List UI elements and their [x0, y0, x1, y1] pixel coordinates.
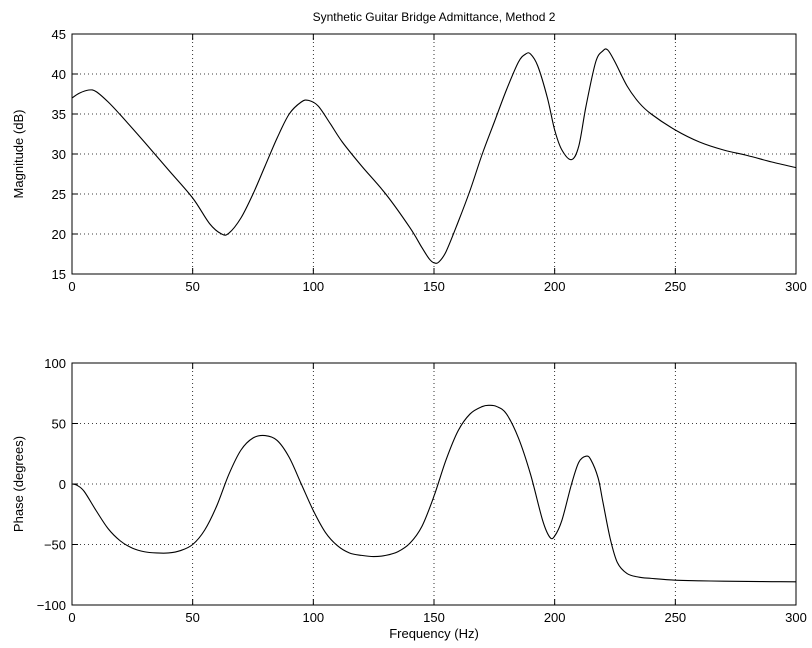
phase-x-tick-label: 200 — [544, 610, 566, 625]
magnitude-x-tick-label: 200 — [544, 279, 566, 294]
magnitude-plot: 0 50 100 150 200 250 300 15 20 25 30 35 40 45 Magnitud… — [11, 27, 807, 294]
magnitude-y-axis-label: Magnitude (dB) — [11, 110, 26, 199]
magnitude-x-tick-label: 150 — [423, 279, 445, 294]
phase-x-tick-label: 100 — [302, 610, 324, 625]
magnitude-y-tick-label: 40 — [52, 67, 66, 82]
phase-x-axis-label: Frequency (Hz) — [389, 626, 479, 641]
phase-y-axis-label: Phase (degrees) — [11, 436, 26, 532]
magnitude-y-tick-label: 30 — [52, 147, 66, 162]
magnitude-x-tick-label: 300 — [785, 279, 807, 294]
phase-plot: 0 50 100 150 200 250 300 −100 −50 0 50 100 Phase (de… — [11, 356, 807, 641]
phase-y-tick-label: 50 — [52, 417, 66, 432]
phase-x-tick-label: 150 — [423, 610, 445, 625]
phase-x-tick-label: 300 — [785, 610, 807, 625]
phase-y-tick-label: −100 — [37, 598, 66, 613]
magnitude-x-tick-label: 250 — [664, 279, 686, 294]
phase-x-tick-label: 250 — [664, 610, 686, 625]
phase-y-tick-label: 0 — [59, 477, 66, 492]
magnitude-series-line — [71, 48, 797, 264]
magnitude-y-tick-label: 20 — [52, 227, 66, 242]
magnitude-y-tick-label: 15 — [52, 267, 66, 282]
magnitude-y-tick-label: 35 — [52, 107, 66, 122]
magnitude-x-tick-label: 0 — [68, 279, 75, 294]
chart-title: Synthetic Guitar Bridge Admittance, Meth… — [313, 10, 556, 24]
phase-y-tick-label: 100 — [44, 356, 66, 371]
magnitude-y-tick-label: 25 — [52, 187, 66, 202]
magnitude-x-tick-label: 100 — [302, 279, 324, 294]
magnitude-x-tick-label: 50 — [185, 279, 199, 294]
phase-x-tick-label: 50 — [185, 610, 199, 625]
phase-y-tick-label: −50 — [44, 538, 66, 553]
magnitude-y-tick-label: 45 — [52, 27, 66, 42]
phase-x-tick-label: 0 — [68, 610, 75, 625]
phase-series-line — [71, 404, 797, 583]
